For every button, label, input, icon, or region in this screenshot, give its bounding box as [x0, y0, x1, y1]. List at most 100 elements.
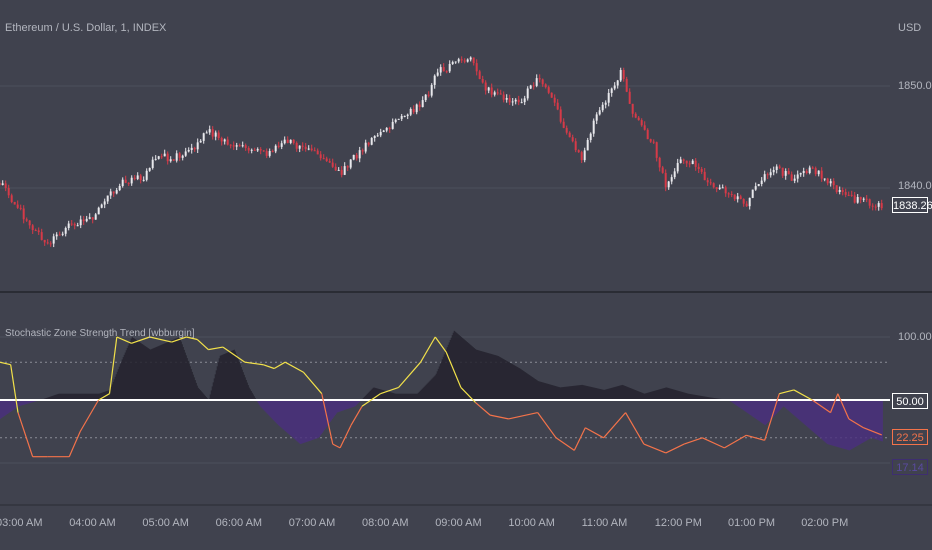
trend-area-slice — [805, 400, 807, 426]
trend-area-slice — [380, 389, 382, 400]
candle-body — [598, 110, 601, 115]
trend-area-slice — [880, 400, 882, 442]
candle-body — [721, 187, 724, 189]
candle-body — [322, 158, 325, 160]
candle-body — [376, 135, 379, 137]
trend-area-slice — [155, 347, 157, 400]
candle-body — [151, 159, 154, 168]
candle-body — [715, 187, 718, 190]
trend-area-slice — [14, 400, 16, 409]
candle-body — [283, 139, 286, 144]
trend-area-slice — [609, 388, 611, 400]
trend-area-slice — [599, 389, 601, 400]
candle-body — [670, 177, 673, 182]
candle-body — [520, 102, 523, 104]
trend-area-slice — [766, 400, 768, 424]
trend-area-slice — [411, 393, 413, 400]
trend-area-slice — [295, 400, 297, 441]
trend-area-slice — [464, 340, 466, 400]
trend-area-slice — [124, 352, 126, 400]
trend-area-slice — [619, 385, 621, 400]
trend-area-slice — [379, 389, 381, 400]
candle-body — [199, 140, 202, 143]
candle-body — [808, 167, 811, 173]
candle-body — [700, 169, 703, 172]
trend-area-slice — [641, 392, 643, 400]
candle-body — [1, 183, 4, 185]
trend-area-slice — [248, 387, 250, 400]
candle-body — [481, 78, 484, 83]
trend-area-slice — [483, 351, 485, 400]
trend-area-slice — [259, 400, 261, 407]
trend-area-slice — [635, 390, 637, 400]
trend-area-slice — [853, 400, 855, 448]
candle-body — [628, 91, 631, 104]
trend-area-slice — [534, 379, 536, 400]
trend-area-slice — [864, 400, 866, 442]
candle-body — [490, 87, 493, 95]
trend-area-slice — [573, 385, 575, 400]
stoch-line-segment — [303, 371, 323, 395]
trend-area-slice — [788, 400, 790, 412]
candle-body — [22, 208, 25, 220]
candle-body — [427, 94, 430, 96]
trend-area-slice — [501, 358, 503, 400]
trend-area-slice — [165, 342, 167, 400]
candle-body — [739, 196, 742, 199]
stoch-line-segment — [339, 424, 352, 449]
trend-area-slice — [536, 380, 538, 400]
stoch-value-label: 22.25 — [892, 429, 928, 445]
trend-area-slice — [525, 372, 527, 400]
candle-body — [418, 104, 421, 108]
trend-area-slice — [180, 341, 182, 400]
trend-area-slice — [428, 381, 430, 400]
stoch-line-segment — [0, 361, 11, 366]
trend-area-slice — [526, 373, 528, 400]
trend-area-slice — [261, 400, 263, 409]
trend-area-slice — [276, 400, 278, 425]
candle-body — [583, 150, 586, 161]
trend-area-slice — [778, 400, 780, 411]
trend-area-slice — [149, 349, 151, 400]
trend-area-slice — [68, 393, 70, 400]
trend-area-slice — [213, 378, 215, 400]
candle-body — [706, 180, 709, 183]
candle-body — [445, 71, 448, 73]
candle-body — [841, 189, 844, 193]
trend-area-slice — [703, 396, 705, 400]
trend-area-slice — [294, 400, 296, 440]
trend-area-slice — [523, 371, 525, 400]
candle-body — [415, 104, 418, 113]
time-tick: 11:00 AM — [581, 517, 628, 529]
stoch-line-segment — [116, 336, 132, 344]
trend-area-slice — [29, 400, 31, 403]
trend-area-slice — [564, 386, 566, 400]
trend-area-slice — [75, 393, 77, 400]
trend-area-slice — [821, 400, 823, 440]
candle-body — [34, 230, 37, 232]
time-tick: 12:00 PM — [654, 517, 702, 529]
trend-area-slice — [354, 400, 356, 407]
candle-body — [577, 150, 580, 153]
trend-area-slice — [511, 364, 513, 400]
trend-area-slice — [286, 400, 288, 433]
trend-area-slice — [529, 375, 531, 400]
trend-area-slice — [710, 397, 712, 400]
indicator-title[interactable]: Stochastic Zone Strength Trend [wbburgin… — [5, 328, 195, 339]
candle-body — [253, 149, 256, 151]
trend-area-slice — [453, 330, 455, 400]
trend-area-slice — [31, 400, 33, 403]
candle-body — [115, 190, 118, 194]
trend-area-slice — [211, 386, 213, 400]
trend-area-slice — [541, 382, 543, 400]
candle-body — [400, 116, 403, 119]
trend-area-slice — [489, 353, 491, 400]
trend-area-slice — [186, 358, 188, 400]
trend-area-slice — [739, 400, 741, 409]
trend-area-slice — [859, 400, 861, 445]
candle-body — [334, 166, 337, 171]
trend-area-slice — [146, 347, 148, 400]
candle-body — [145, 170, 148, 180]
candle-body — [238, 145, 241, 147]
